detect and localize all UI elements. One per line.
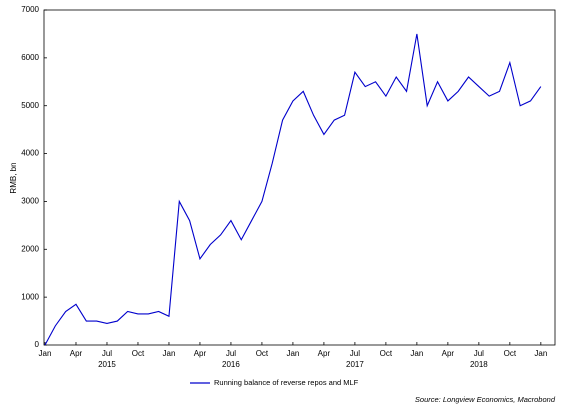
source-note: Source: Longview Economics, Macrobond — [415, 395, 556, 404]
year-label: 2018 — [470, 360, 488, 369]
x-tick-label: Apr — [70, 349, 83, 358]
x-tick-label: Apr — [318, 349, 331, 358]
x-tick-label: Oct — [380, 349, 393, 358]
y-tick-label: 1000 — [21, 292, 39, 301]
x-tick-label: Jul — [102, 349, 112, 358]
y-tick-label: 2000 — [21, 244, 39, 253]
x-tick-label: Apr — [194, 349, 207, 358]
year-label: 2015 — [98, 360, 116, 369]
y-tick-label: 7000 — [21, 5, 39, 14]
y-tick-label: 5000 — [21, 101, 39, 110]
year-label: 2016 — [222, 360, 240, 369]
x-tick-label: Oct — [504, 349, 517, 358]
x-tick-label: Jan — [163, 349, 176, 358]
y-tick-label: 0 — [35, 340, 40, 349]
plot-frame — [43, 9, 556, 346]
x-tick-label: Jan — [534, 349, 547, 358]
x-tick-label: Jan — [286, 349, 299, 358]
legend-label: Running balance of reverse repos and MLF — [214, 378, 359, 387]
year-label: 2017 — [346, 360, 364, 369]
data-line — [44, 33, 542, 346]
x-tick-label: Oct — [256, 349, 269, 358]
x-tick-label: Jul — [474, 349, 484, 358]
x-tick-label: Apr — [442, 349, 455, 358]
y-tick-label: 4000 — [21, 149, 39, 158]
x-tick-label: Jul — [226, 349, 236, 358]
x-tick-label: Jan — [39, 349, 52, 358]
y-axis-label: RMB, bn — [9, 162, 18, 193]
y-tick-label: 6000 — [21, 53, 39, 62]
y-tick-label: 3000 — [21, 197, 39, 206]
x-tick-label: Oct — [132, 349, 145, 358]
x-tick-label: Jul — [350, 349, 360, 358]
x-tick-label: Jan — [410, 349, 423, 358]
